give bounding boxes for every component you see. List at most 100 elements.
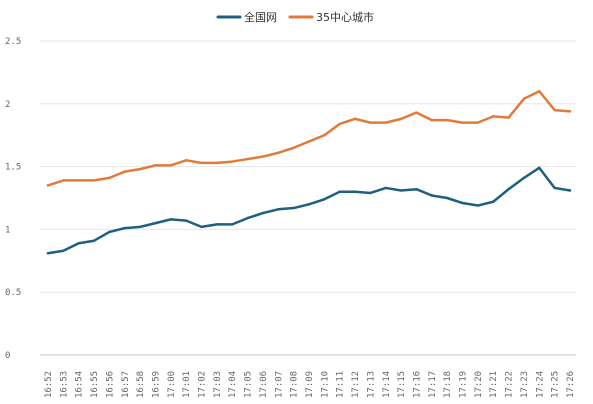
data-point <box>231 223 234 226</box>
x-tick-label: 17:03 <box>213 371 223 398</box>
data-point <box>338 190 341 193</box>
data-point <box>138 167 142 171</box>
data-point <box>231 160 234 163</box>
data-point <box>307 140 311 143</box>
data-point <box>445 196 449 200</box>
data-point <box>261 155 265 158</box>
data-point <box>92 239 96 242</box>
data-point <box>246 216 249 220</box>
x-tick-label: 17:09 <box>305 371 315 398</box>
data-point <box>184 159 188 162</box>
data-point <box>476 204 480 207</box>
data-point <box>415 188 418 191</box>
data-point <box>169 164 173 167</box>
y-axis-ticks: 0 0.5 1 1.5 2 2.5 <box>5 37 21 361</box>
x-axis-ticks: 16:52 16:53 16:54 16:55 16:56 16:57 16:58 16:59… <box>44 371 576 398</box>
series-lines <box>46 89 572 255</box>
x-tick-label: 17:16 <box>412 371 422 398</box>
data-point <box>522 176 526 180</box>
data-point <box>108 176 111 180</box>
x-tick-label: 16:57 <box>121 371 131 398</box>
x-tick-label: 16:52 <box>44 371 54 398</box>
x-tick-label: 16:58 <box>136 371 146 398</box>
data-point <box>492 200 495 203</box>
data-point <box>538 166 541 170</box>
x-tick-label: 17:24 <box>535 371 545 398</box>
data-point <box>138 225 142 229</box>
y-tick-label: 2.5 <box>5 37 21 47</box>
legend-label: 全国网 <box>244 10 277 24</box>
data-point <box>399 189 403 192</box>
x-tick-label: 17:12 <box>351 371 361 398</box>
data-point <box>200 225 203 229</box>
x-tick-label: 17:17 <box>428 371 438 398</box>
data-point <box>77 242 80 245</box>
legend: 全国网 35中心城市 <box>216 10 374 24</box>
data-point <box>46 252 50 255</box>
data-point <box>200 161 203 165</box>
x-tick-label: 16:55 <box>90 371 100 398</box>
data-point <box>154 221 157 225</box>
data-point <box>492 115 495 118</box>
data-point <box>415 111 418 114</box>
data-point <box>307 203 311 206</box>
data-point <box>568 110 572 113</box>
data-point <box>277 151 280 154</box>
x-tick-label: 17:13 <box>366 371 376 398</box>
series-line-1 <box>46 89 572 187</box>
y-tick-label: 2 <box>5 100 10 110</box>
gridlines <box>40 40 576 356</box>
data-point <box>292 206 295 210</box>
data-point <box>277 208 280 211</box>
data-point <box>538 90 541 93</box>
data-point <box>246 157 249 161</box>
data-point <box>46 184 50 187</box>
data-point <box>215 161 219 165</box>
data-point <box>461 121 464 124</box>
data-point <box>399 117 403 121</box>
data-point <box>62 179 65 182</box>
x-tick-label: 17:14 <box>382 371 392 398</box>
data-point <box>215 223 219 226</box>
data-point <box>461 201 464 205</box>
data-point <box>108 230 111 234</box>
data-point <box>430 118 434 122</box>
data-point <box>184 219 188 222</box>
data-point <box>553 108 556 112</box>
x-tick-label: 17:05 <box>244 371 254 398</box>
x-tick-label: 17:26 <box>566 371 576 398</box>
data-point <box>522 97 526 100</box>
data-point <box>62 249 65 252</box>
x-tick-label: 17:01 <box>182 371 192 398</box>
data-point <box>169 218 173 221</box>
data-point <box>323 134 326 137</box>
data-point <box>261 211 265 215</box>
series-line-0 <box>46 166 572 255</box>
data-point <box>369 191 372 195</box>
data-point <box>384 186 387 190</box>
x-tick-label: 17:22 <box>505 371 515 398</box>
x-tick-label: 16:53 <box>59 371 69 398</box>
data-point <box>476 121 480 124</box>
x-tick-label: 17:06 <box>259 371 269 398</box>
x-tick-label: 17:18 <box>443 371 453 398</box>
data-point <box>445 118 449 122</box>
data-point <box>507 116 510 119</box>
x-tick-label: 17:15 <box>397 371 407 398</box>
x-tick-label: 17:00 <box>167 371 177 398</box>
x-tick-label: 17:02 <box>198 371 208 398</box>
data-point <box>292 146 295 149</box>
data-point <box>154 164 157 167</box>
y-tick-label: 0.5 <box>5 288 21 298</box>
data-point <box>353 117 357 121</box>
y-tick-label: 1 <box>5 225 10 235</box>
y-tick-label: 1.5 <box>5 163 21 173</box>
data-point <box>92 179 96 182</box>
x-tick-label: 17:20 <box>474 371 484 398</box>
data-point <box>568 189 572 192</box>
data-point <box>338 122 341 126</box>
x-tick-label: 16:54 <box>75 371 85 398</box>
data-point <box>123 226 126 230</box>
x-tick-label: 17:04 <box>228 371 238 398</box>
